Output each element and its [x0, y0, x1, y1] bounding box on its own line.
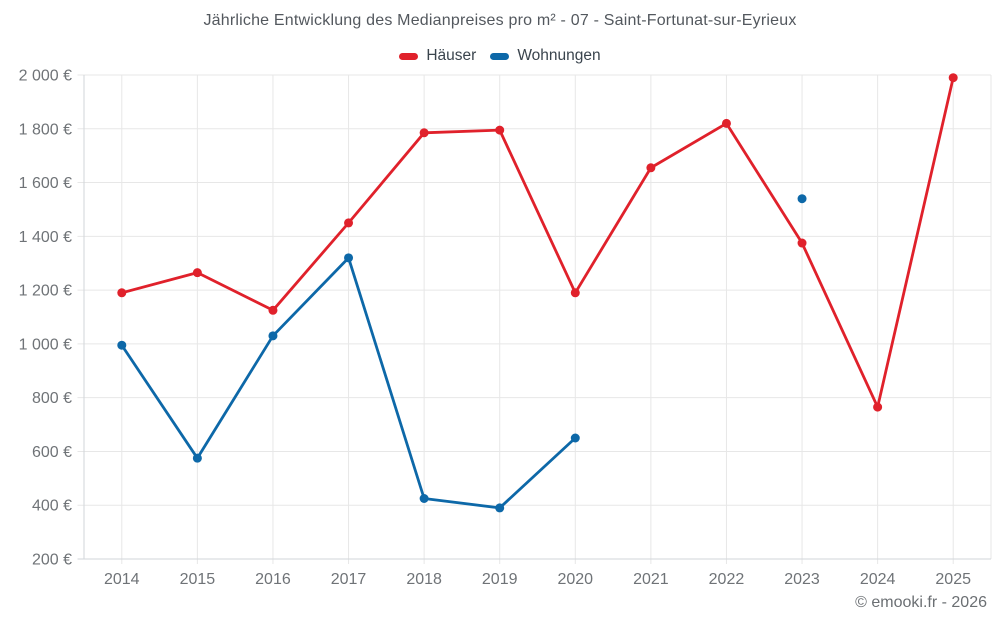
point-haeuser-2014[interactable]: [117, 288, 127, 298]
legend-item-haeuser[interactable]: Häuser: [399, 47, 476, 65]
y-tick-label: 1 400 €: [19, 229, 72, 246]
legend-swatch-haeuser-icon: [399, 52, 419, 60]
y-tick-label: 200 €: [32, 552, 72, 569]
x-tick-label: 2023: [784, 571, 820, 588]
legend-item-wohnungen[interactable]: Wohnungen: [490, 47, 601, 65]
legend: Häuser Wohnungen: [0, 47, 1000, 65]
point-wohnungen-2019[interactable]: [495, 503, 505, 513]
point-haeuser-2017[interactable]: [344, 218, 354, 228]
x-tick-label: 2016: [255, 571, 291, 588]
y-tick-label: 400 €: [32, 498, 72, 515]
x-tick-label: 2021: [633, 571, 669, 588]
legend-label-wohnungen: Wohnungen: [517, 47, 601, 64]
y-tick-label: 1 800 €: [19, 121, 72, 138]
x-tick-label: 2014: [104, 571, 140, 588]
point-haeuser-2019[interactable]: [495, 125, 505, 135]
y-tick-label: 2 000 €: [19, 68, 72, 85]
x-tick-label: 2022: [709, 571, 745, 588]
point-haeuser-2018[interactable]: [419, 128, 429, 138]
point-wohnungen-2015[interactable]: [192, 453, 202, 463]
series-line-haeuser: [120, 76, 955, 409]
copyright-text: © emooki.fr - 2026: [855, 594, 987, 611]
y-tick-label: 1 600 €: [19, 175, 72, 192]
chart-title: Jährliche Entwicklung des Medianpreises …: [203, 12, 797, 29]
x-tick-label: 2025: [935, 571, 971, 588]
y-tick-label: 800 €: [32, 390, 72, 407]
x-tick-label: 2018: [406, 571, 442, 588]
legend-label-haeuser: Häuser: [426, 47, 477, 64]
y-tick-label: 600 €: [32, 444, 72, 461]
point-haeuser-2021[interactable]: [646, 163, 656, 173]
point-wohnungen-2017[interactable]: [344, 253, 354, 263]
x-tick-label: 2024: [860, 571, 896, 588]
y-tick-label: 1 200 €: [19, 283, 72, 300]
point-wohnungen-2020[interactable]: [570, 433, 580, 443]
legend-swatch-wohnungen-icon: [490, 52, 510, 60]
point-haeuser-2023[interactable]: [797, 238, 807, 248]
point-wohnungen-2023[interactable]: [797, 194, 807, 204]
point-haeuser-2024[interactable]: [873, 402, 883, 412]
point-wohnungen-2014[interactable]: [117, 340, 127, 350]
x-tick-label: 2019: [482, 571, 518, 588]
point-haeuser-2016[interactable]: [268, 305, 278, 315]
x-tick-label: 2015: [180, 571, 216, 588]
x-tick-label: 2017: [331, 571, 367, 588]
point-haeuser-2015[interactable]: [192, 268, 202, 278]
point-haeuser-2025[interactable]: [948, 73, 958, 83]
y-tick-label: 1 000 €: [19, 336, 72, 353]
x-tick-label: 2020: [557, 571, 593, 588]
point-haeuser-2022[interactable]: [721, 118, 731, 128]
point-haeuser-2020[interactable]: [570, 288, 580, 298]
point-wohnungen-2016[interactable]: [268, 331, 278, 341]
point-wohnungen-2018[interactable]: [419, 494, 429, 503]
